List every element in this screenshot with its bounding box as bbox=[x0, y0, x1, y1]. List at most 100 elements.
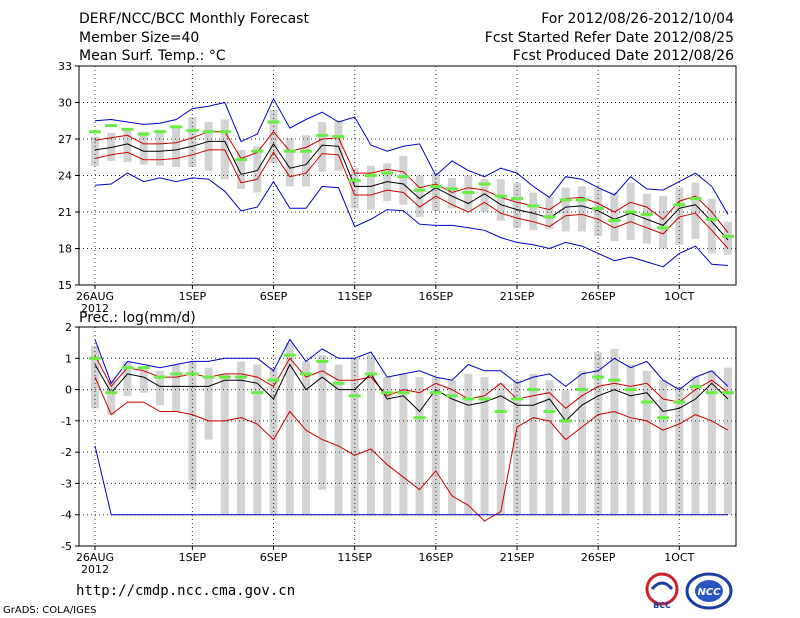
x-tick-label: 16SEP bbox=[419, 290, 454, 303]
spread-box bbox=[642, 370, 651, 515]
forecast-marker bbox=[348, 394, 361, 398]
spread-box bbox=[529, 192, 538, 231]
series-line-min bbox=[94, 445, 728, 516]
spread-box bbox=[691, 377, 700, 515]
forecast-marker bbox=[494, 409, 507, 413]
y-tick-label: 30 bbox=[58, 97, 72, 110]
spread-box bbox=[366, 355, 375, 515]
spread-box bbox=[610, 348, 619, 515]
series-line-mean bbox=[94, 363, 729, 422]
forecast-marker bbox=[89, 356, 101, 360]
spread-box bbox=[610, 192, 619, 242]
y-tick-label: 0 bbox=[65, 384, 72, 397]
ncc-logo: NCC bbox=[685, 572, 733, 610]
forecast-marker bbox=[105, 391, 118, 395]
y-tick-label: 18 bbox=[58, 243, 72, 256]
spread-box bbox=[691, 182, 700, 239]
spread-box bbox=[496, 383, 505, 515]
x-tick-label: 6SEP bbox=[260, 290, 288, 303]
spread-box bbox=[172, 364, 181, 412]
spread-box bbox=[415, 175, 424, 217]
member-size: Member Size=40 bbox=[79, 30, 200, 46]
forecast-marker bbox=[722, 234, 734, 238]
forecast-marker bbox=[559, 419, 572, 423]
spread-box bbox=[659, 380, 668, 515]
spread-box bbox=[318, 121, 327, 172]
spread-box bbox=[172, 125, 181, 167]
forecast-marker bbox=[705, 391, 718, 395]
spread-box bbox=[529, 373, 538, 515]
forecast-marker bbox=[251, 391, 264, 395]
y-tick-label: -5 bbox=[61, 540, 72, 553]
forecast-marker bbox=[527, 204, 540, 208]
spread-box bbox=[237, 361, 246, 515]
forecast-marker bbox=[527, 388, 540, 392]
forecast-marker bbox=[543, 215, 556, 219]
spread-box bbox=[464, 373, 473, 515]
spread-box bbox=[383, 377, 392, 515]
spread-box bbox=[237, 149, 246, 189]
forecast-marker bbox=[202, 375, 215, 379]
forecast-marker bbox=[105, 124, 118, 128]
spread-box bbox=[350, 168, 359, 209]
spread-box bbox=[545, 197, 554, 230]
series-line-max bbox=[94, 97, 729, 215]
forecast-marker bbox=[608, 378, 621, 382]
x-tick-label: 26AUG bbox=[76, 551, 114, 564]
x-tick-label: 26SEP bbox=[581, 551, 616, 564]
grads-credit: GrADS: COLA/IGES bbox=[3, 605, 97, 616]
forecast-marker bbox=[429, 184, 442, 188]
x-tick-label: 1OCT bbox=[664, 290, 694, 303]
forecast-marker bbox=[121, 366, 134, 370]
spread-box bbox=[399, 373, 408, 515]
spread-box bbox=[675, 187, 684, 245]
forecast-marker bbox=[137, 132, 150, 136]
forecast-marker bbox=[235, 375, 248, 379]
forecast-marker bbox=[316, 359, 329, 363]
produced-date: Fcst Produced Date 2012/08/26 bbox=[512, 48, 734, 64]
spread-box bbox=[383, 163, 392, 202]
x-tick-label: 21SEP bbox=[500, 551, 535, 564]
forecast-marker bbox=[689, 197, 702, 201]
spread-box bbox=[415, 377, 424, 515]
y-tick-label: 33 bbox=[58, 60, 72, 73]
forecast-marker bbox=[267, 120, 280, 124]
forecast-marker bbox=[153, 375, 166, 379]
y-tick-label: -1 bbox=[61, 415, 72, 428]
spread-box bbox=[269, 109, 278, 164]
forecast-marker bbox=[462, 397, 475, 401]
forecast-marker bbox=[251, 149, 264, 153]
forecast-marker bbox=[89, 130, 101, 134]
source-url[interactable]: http://cmdp.ncc.cma.gov.cn bbox=[76, 583, 296, 599]
forecast-marker bbox=[640, 400, 653, 404]
y-tick-label: 2 bbox=[65, 321, 72, 334]
refer-date: Fcst Started Refer Date 2012/08/25 bbox=[484, 30, 734, 46]
x-tick-label: 1SEP bbox=[179, 290, 207, 303]
forecast-marker bbox=[592, 375, 605, 379]
forecast-marker bbox=[153, 130, 166, 134]
forecast-marker bbox=[673, 203, 686, 207]
forecast-marker bbox=[235, 158, 248, 162]
y-tick-label: 15 bbox=[58, 279, 72, 292]
series-line-lower bbox=[94, 376, 729, 522]
spread-box bbox=[496, 179, 505, 221]
spread-box bbox=[626, 364, 635, 515]
forecast-marker bbox=[673, 400, 686, 404]
ncc-logo-text: NCC bbox=[697, 587, 721, 598]
forecast-period: For 2012/08/26-2012/10/04 bbox=[541, 11, 734, 27]
spread-box bbox=[139, 131, 148, 165]
spread-box bbox=[659, 196, 668, 249]
forecast-marker bbox=[397, 391, 410, 395]
forecast-marker bbox=[446, 394, 459, 398]
forecast-marker bbox=[381, 171, 394, 175]
spread-box bbox=[724, 367, 732, 515]
forecast-marker bbox=[121, 127, 134, 131]
spread-box bbox=[431, 377, 440, 515]
spread-box bbox=[431, 173, 440, 211]
forecast-marker bbox=[592, 206, 605, 210]
x-tick-label: 26SEP bbox=[581, 290, 616, 303]
series-line-max bbox=[94, 338, 729, 391]
spread-box bbox=[220, 119, 229, 180]
